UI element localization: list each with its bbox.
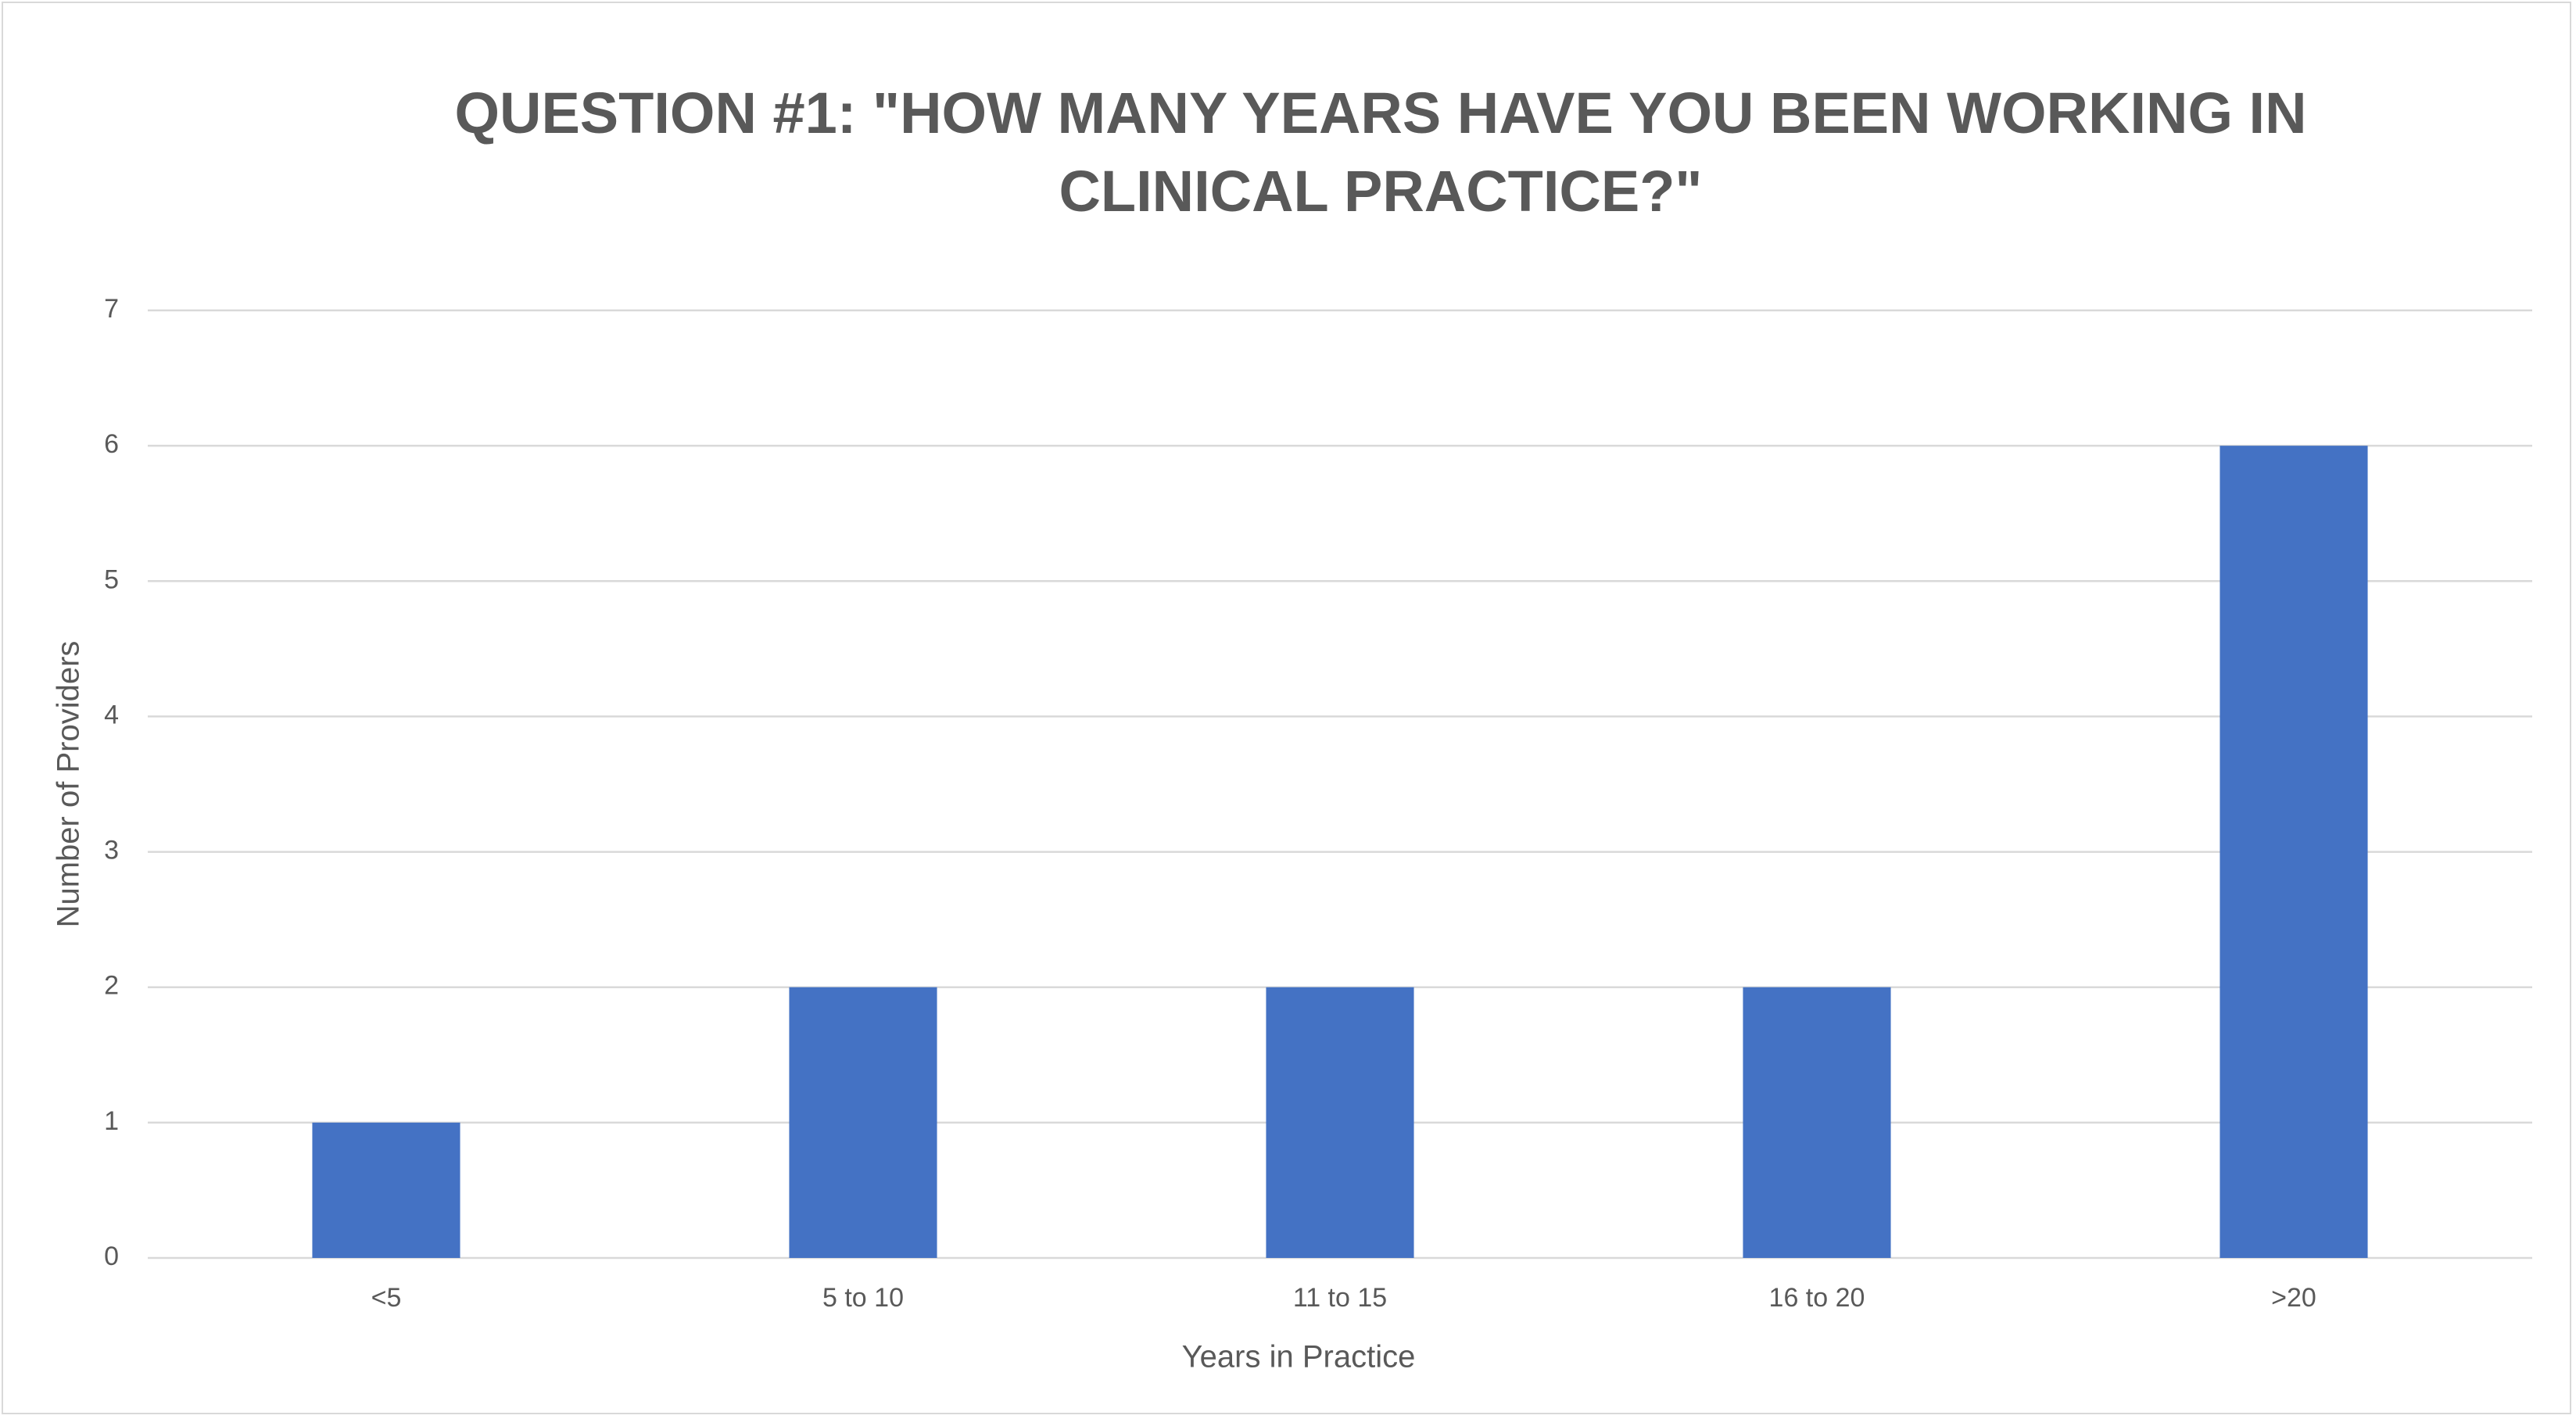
x-tick-label: 11 to 15 <box>1293 1283 1387 1313</box>
x-tick-label: >20 <box>2271 1283 2316 1313</box>
bar <box>1266 987 1414 1258</box>
bar <box>2220 446 2368 1259</box>
y-tick-label: 6 <box>104 429 119 459</box>
y-tick-label: 7 <box>104 294 119 324</box>
y-tick-label: 0 <box>104 1242 119 1271</box>
bar <box>789 987 937 1258</box>
x-axis-title: Years in Practice <box>1182 1340 1416 1374</box>
x-tick-label: 5 to 10 <box>822 1283 904 1313</box>
chart-title: QUESTION #1: "HOW MANY YEARS HAVE YOU BE… <box>454 81 2307 224</box>
y-tick-label: 5 <box>104 564 119 594</box>
y-tick-label: 2 <box>104 971 119 1001</box>
y-axis-title: Number of Providers <box>52 641 86 928</box>
x-tick-label: 16 to 20 <box>1769 1283 1865 1313</box>
y-tick-label: 1 <box>104 1106 119 1136</box>
x-tick-label: <5 <box>371 1283 402 1313</box>
y-tick-label: 3 <box>104 836 119 865</box>
bar <box>312 1122 460 1258</box>
bar <box>1743 987 1891 1258</box>
y-tick-label: 4 <box>104 700 119 729</box>
